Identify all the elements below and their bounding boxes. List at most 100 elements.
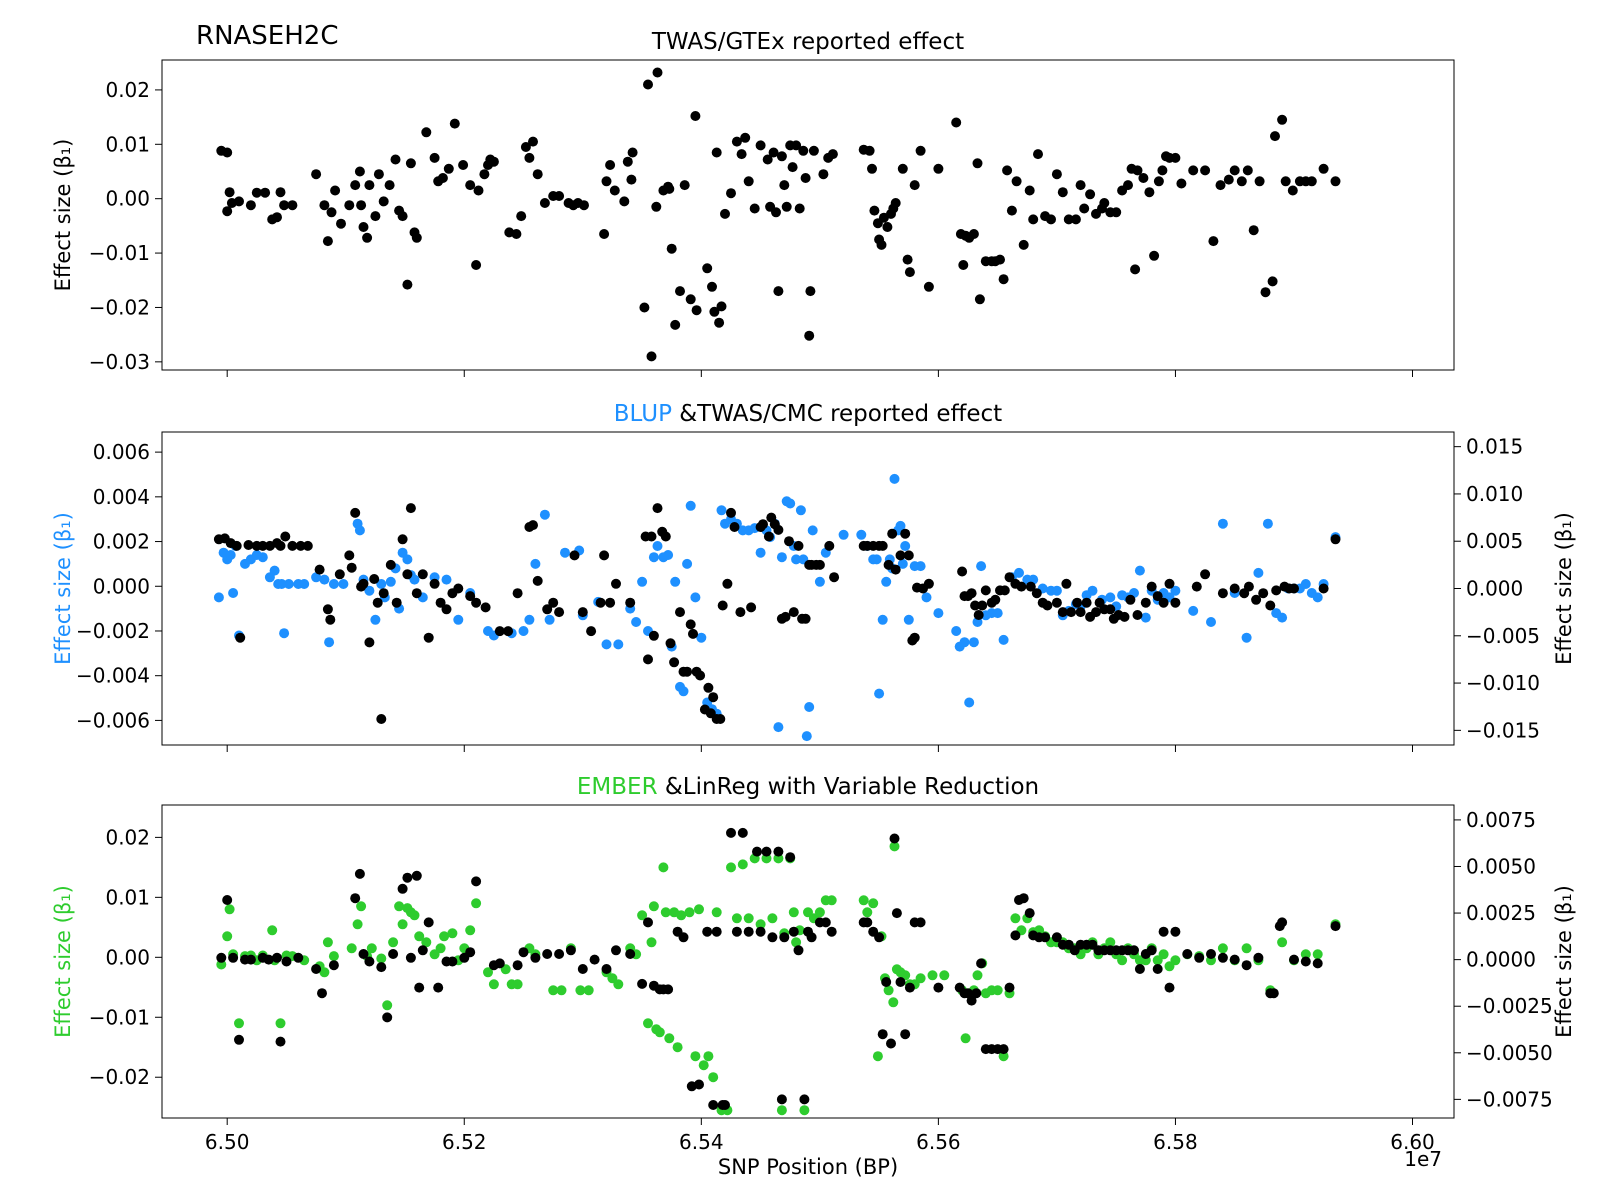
data-point xyxy=(785,852,796,863)
data-point xyxy=(726,507,736,518)
data-point xyxy=(414,931,425,942)
data-point xyxy=(376,953,387,964)
data-point xyxy=(518,947,529,958)
y-tick-label: 0.02 xyxy=(105,825,150,849)
data-point xyxy=(976,561,987,572)
y-right-tick-label: 0.010 xyxy=(1466,482,1523,506)
data-point xyxy=(856,529,867,540)
panel-title: EMBER &LinReg with Variable Reduction xyxy=(577,774,1039,800)
data-point xyxy=(319,200,330,211)
data-point xyxy=(599,550,610,561)
data-point xyxy=(1140,597,1151,608)
data-point xyxy=(263,954,274,965)
data-point xyxy=(780,611,791,622)
data-point xyxy=(480,602,491,613)
data-point xyxy=(1289,954,1299,965)
data-point xyxy=(1010,930,1021,941)
data-point xyxy=(1105,592,1116,603)
data-point xyxy=(575,985,586,996)
data-point xyxy=(763,531,774,542)
data-point xyxy=(637,576,648,587)
y-tick-label: 0.02 xyxy=(105,78,150,102)
data-point xyxy=(356,200,367,211)
data-point xyxy=(579,200,589,211)
data-point xyxy=(595,597,606,608)
data-point xyxy=(583,985,594,996)
data-point xyxy=(1014,567,1024,578)
data-point xyxy=(685,500,696,511)
data-point xyxy=(512,979,523,990)
data-point xyxy=(903,614,914,625)
data-point xyxy=(1070,214,1081,225)
data-point xyxy=(672,1042,683,1053)
data-point xyxy=(669,657,680,668)
y-tick-label: −0.004 xyxy=(76,664,150,688)
data-point xyxy=(788,926,799,937)
data-point xyxy=(826,895,837,906)
data-point xyxy=(665,638,676,649)
series-blup xyxy=(213,473,1341,742)
data-point xyxy=(1277,917,1288,928)
data-point xyxy=(808,145,819,156)
data-point xyxy=(388,937,399,948)
data-point xyxy=(814,576,825,587)
data-point xyxy=(354,525,365,536)
data-point xyxy=(1129,945,1139,956)
data-point xyxy=(900,1029,911,1040)
data-point xyxy=(904,267,915,278)
data-point xyxy=(625,597,636,608)
series-twas-cmc xyxy=(213,503,1341,724)
data-point xyxy=(388,949,399,959)
data-point xyxy=(998,274,1009,285)
data-point xyxy=(1152,591,1163,602)
data-point xyxy=(234,1018,244,1029)
data-point xyxy=(488,979,499,990)
data-point xyxy=(971,988,982,999)
data-point xyxy=(402,872,413,883)
data-point xyxy=(999,585,1010,596)
data-point xyxy=(1051,932,1062,943)
data-point xyxy=(729,522,740,532)
data-point xyxy=(402,279,413,290)
data-point xyxy=(679,180,690,191)
data-point xyxy=(716,505,727,516)
data-point xyxy=(793,540,804,551)
data-point xyxy=(838,529,849,540)
y-tick-label: 0.01 xyxy=(105,885,150,909)
data-point xyxy=(1318,163,1329,174)
data-point xyxy=(494,958,505,969)
y-tick-label: −0.01 xyxy=(89,1005,150,1029)
data-point xyxy=(1241,632,1252,643)
data-point xyxy=(964,697,975,708)
data-point xyxy=(609,185,620,196)
data-point xyxy=(334,569,345,580)
data-point xyxy=(862,907,873,918)
data-point xyxy=(646,351,657,362)
data-point xyxy=(554,191,565,201)
data-point xyxy=(890,198,901,208)
data-point xyxy=(322,236,333,247)
data-point xyxy=(518,626,529,636)
data-point xyxy=(890,564,901,575)
data-point xyxy=(951,117,962,128)
data-point xyxy=(877,540,888,551)
data-point xyxy=(651,201,662,212)
data-point xyxy=(652,67,663,78)
data-point xyxy=(648,552,659,563)
data-point xyxy=(548,985,559,996)
data-point xyxy=(702,263,713,274)
y-tick-label: 0.004 xyxy=(93,485,150,509)
data-point xyxy=(1206,949,1216,959)
data-point xyxy=(1061,578,1072,589)
y-axis-label: Effect size (β₁) xyxy=(51,139,75,292)
data-point xyxy=(328,960,339,971)
data-point xyxy=(314,564,325,575)
data-point xyxy=(397,534,408,545)
data-point xyxy=(1215,180,1226,191)
data-point xyxy=(1170,926,1181,937)
data-point xyxy=(688,628,698,639)
data-point xyxy=(1123,180,1133,191)
data-point xyxy=(524,152,535,163)
x-tick-label: 6.52 xyxy=(442,1130,487,1154)
data-point xyxy=(973,610,984,620)
